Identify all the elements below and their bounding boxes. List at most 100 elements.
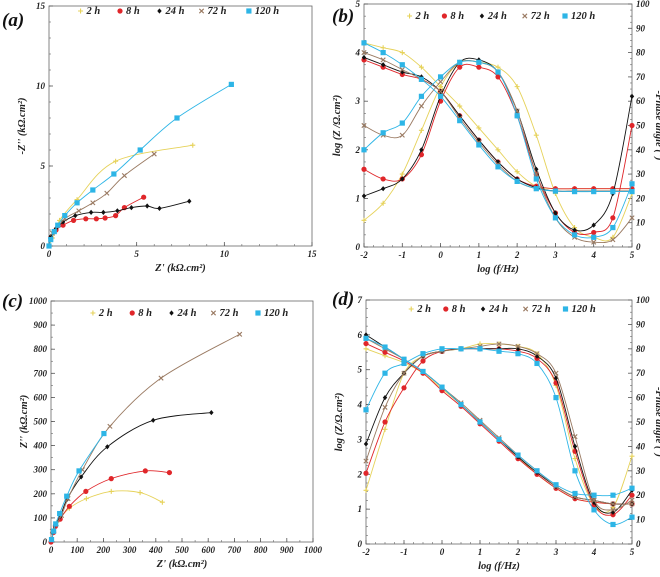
legend-item: 2 h	[407, 11, 429, 22]
legend-item: 120 h	[562, 11, 595, 22]
legend-item: 72 h	[523, 304, 551, 315]
data-point	[361, 122, 367, 129]
series-24h	[48, 198, 192, 239]
data-point	[610, 224, 616, 231]
data-point	[495, 69, 501, 75]
data-point	[629, 93, 635, 99]
legend-marker	[480, 306, 486, 312]
data-point	[439, 346, 445, 352]
legend-label: 72 h	[532, 304, 551, 315]
data-point	[437, 88, 444, 95]
data-point	[400, 176, 405, 182]
x-tick-label: -1	[399, 250, 407, 260]
data-point	[361, 40, 367, 46]
data-point	[108, 476, 114, 482]
phase-curve	[363, 57, 633, 232]
series-8h	[48, 468, 173, 545]
x-tick-label: 900	[280, 545, 294, 555]
data-point	[591, 497, 597, 503]
legend-label: 2 h	[415, 11, 430, 22]
data-point	[514, 169, 520, 175]
legend-label: 72 h	[219, 308, 238, 319]
y-tick-label: 0	[41, 241, 46, 251]
legend-label: 8 h	[450, 11, 464, 22]
nyquist-curve	[51, 433, 105, 540]
data-point	[158, 375, 164, 381]
data-point	[60, 222, 66, 228]
data-point	[55, 222, 61, 228]
legend-item: 8 h	[441, 11, 464, 22]
data-point	[62, 213, 68, 219]
x-axis-label: Z' (kΩ.cm²)	[156, 559, 208, 570]
legend-marker	[157, 8, 162, 14]
y-tick-label: 300	[33, 465, 48, 475]
data-point	[591, 507, 597, 513]
impedance-curve	[365, 343, 633, 505]
legend-item: 72 h	[522, 11, 550, 22]
data-point	[46, 243, 52, 249]
data-point	[382, 426, 388, 432]
data-point	[105, 444, 110, 450]
series-8h	[363, 340, 635, 518]
y2-tick-label: 50	[636, 121, 646, 131]
data-point	[113, 158, 119, 164]
x-tick-label: 1000	[304, 545, 323, 555]
data-point	[90, 187, 96, 193]
y2-tick-label: 0	[636, 242, 641, 252]
data-point	[83, 496, 89, 502]
data-point	[380, 200, 386, 206]
y-tick-label: 600	[34, 392, 48, 402]
y-axis-label: log (Z /Ω.cm²)	[332, 95, 343, 156]
data-point	[533, 132, 539, 138]
x-tick-label: 0	[49, 545, 54, 555]
x-axis-label: log (f/Hz)	[478, 561, 520, 572]
data-point	[418, 103, 425, 109]
data-point	[533, 176, 539, 182]
data-point	[361, 166, 367, 172]
data-point	[495, 64, 501, 70]
legend-item: 2 h	[408, 304, 431, 315]
panel-label: (c)	[2, 291, 23, 312]
data-point	[137, 490, 143, 496]
legend-label: 120 h	[571, 11, 595, 22]
data-point	[57, 510, 63, 517]
data-point	[591, 492, 597, 498]
x-tick-label: 5	[134, 249, 139, 259]
data-point	[610, 237, 616, 243]
data-point	[591, 239, 597, 245]
data-point	[420, 351, 426, 357]
x-tick-label: 0	[438, 250, 443, 260]
data-point	[93, 216, 99, 222]
data-point	[363, 487, 369, 493]
y-axis-label: Z'' (kΩ.cm²)	[19, 395, 30, 450]
x-tick-label: 0	[440, 547, 445, 557]
legend-marker	[523, 306, 529, 312]
data-point	[76, 208, 82, 214]
data-point	[515, 452, 521, 458]
data-point	[83, 216, 89, 222]
data-point	[572, 227, 577, 233]
x-tick-label: -2	[362, 547, 370, 557]
y2-tick-label: 30	[635, 169, 646, 179]
series-24h	[50, 409, 214, 535]
y2-tick-label: 90	[636, 23, 646, 33]
data-point	[237, 331, 243, 337]
data-point	[104, 190, 110, 196]
data-point	[380, 50, 386, 56]
legend-item: 24 h	[480, 304, 508, 315]
data-point	[572, 443, 578, 449]
y2-tick-label: 70	[636, 72, 646, 82]
data-point	[629, 215, 635, 221]
data-point	[591, 222, 596, 228]
nyquist-curve	[51, 412, 212, 533]
data-point	[51, 229, 57, 235]
data-point	[457, 118, 463, 124]
data-point	[610, 521, 616, 528]
x-tick-label: 4	[590, 250, 596, 260]
y-tick-label: 15	[36, 1, 46, 11]
data-point	[629, 501, 635, 507]
x-tick-label: 400	[148, 545, 163, 555]
x-tick-label: 0	[47, 249, 52, 259]
data-point	[361, 193, 367, 199]
data-point	[629, 122, 635, 129]
